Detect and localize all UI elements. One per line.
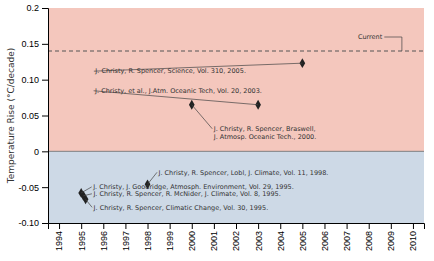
x-tick: 1998 [143, 223, 153, 251]
x-tick: 2006 [320, 223, 330, 251]
y-axis: -0.10 -0.05 0 0.05 0.10 0.15 0.2 [18, 3, 48, 228]
y-tick: 0.10 [21, 75, 48, 85]
y-tick: -0.10 [18, 218, 48, 228]
y-tick: 0.15 [21, 39, 48, 49]
x-tick-label: 2003 [253, 231, 263, 251]
y-tick-mark [42, 116, 48, 117]
x-tick-label: 2001 [209, 231, 219, 251]
positive-band [48, 8, 424, 151]
y-tick-mark [42, 151, 48, 152]
x-tick: 1995 [77, 223, 87, 251]
x-tick-label: 2009 [386, 231, 396, 251]
x-tick-label: 2000 [187, 231, 197, 251]
x-tick-label: 1997 [121, 231, 131, 251]
annotation: J. Christy, R. Spencer, Braswell,J. Atmo… [213, 125, 317, 140]
annotation-leader [192, 105, 213, 129]
annotation: J. Christy, R. Spencer, Lobl, J. Climate… [158, 169, 329, 177]
reference-line [48, 51, 424, 52]
x-tick: 2009 [386, 223, 396, 251]
y-axis-title: Temperature Rise (°C/decade) [6, 48, 16, 185]
annotation: J. Christy, et al., J.Atm. Oceanic Tech,… [94, 87, 262, 95]
y-tick-mark [42, 44, 48, 45]
annotation: J. Christy, R. Spencer, Science, Vol. 31… [94, 67, 246, 75]
x-tick: 2002 [231, 223, 241, 251]
zero-line [48, 151, 424, 152]
y-tick-label: 0 [34, 147, 39, 157]
x-tick-label: 1996 [99, 231, 109, 251]
x-tick: 2000 [187, 223, 197, 251]
annotation: J. Christy, R. Spencer, R. McNider, J. C… [92, 190, 280, 198]
x-tick: 2004 [276, 223, 286, 251]
negative-band [48, 151, 424, 223]
annotation-leader [83, 194, 92, 196]
x-tick: 1996 [99, 223, 109, 251]
y-tick-mark [42, 8, 48, 9]
x-tick-label: 2005 [298, 231, 308, 251]
x-tick-mark [324, 223, 325, 229]
y-tick-label: -0.10 [18, 218, 39, 228]
x-tick: 2001 [209, 223, 219, 251]
x-tick-label: 2004 [276, 231, 286, 251]
x-tick-label: 1995 [77, 231, 87, 251]
y-tick: 0.2 [26, 3, 48, 13]
x-tick-label: 2002 [231, 231, 241, 251]
annotations: J. Christy, R. Spencer, Science, Vol. 31… [81, 33, 402, 212]
x-tick-label: 1999 [165, 231, 175, 251]
y-tick: -0.05 [18, 183, 48, 193]
x-tick-mark [125, 223, 126, 229]
x-tick-mark [103, 223, 104, 229]
y-tick-mark [42, 80, 48, 81]
chart: 1994 1995 1996 1997 1998 1999 2000 2001 2002 2003… [0, 0, 434, 261]
x-tick-mark [59, 223, 60, 229]
x-tick-mark [391, 223, 392, 229]
y-tick-mark [42, 187, 48, 188]
x-tick-mark [413, 223, 414, 229]
annotation-leader [81, 187, 92, 193]
x-tick: 2005 [298, 223, 308, 251]
x-tick-mark [214, 223, 215, 229]
x-tick-mark [192, 223, 193, 229]
x-tick-label: 2008 [364, 231, 374, 251]
annotation-leader [86, 199, 93, 207]
x-tick: 2008 [364, 223, 374, 251]
x-tick: 2007 [342, 223, 352, 251]
y-tick-label: 0.10 [21, 75, 39, 85]
y-tick: 0 [34, 147, 48, 157]
marks [48, 8, 424, 223]
x-axis-line [49, 224, 425, 230]
x-tick-mark [347, 223, 348, 229]
plot: 1994 1995 1996 1997 1998 1999 2000 2001 2002 2003… [18, 3, 424, 251]
x-tick-label: 1994 [54, 231, 64, 251]
annotation: J. Christy, R. Spencer, Climatic Change,… [93, 204, 269, 212]
x-tick: 2003 [253, 223, 263, 251]
reference-leader [384, 37, 402, 51]
y-tick-label: 0.2 [26, 3, 39, 13]
y-axis-line [42, 9, 49, 224]
x-axis: 1994 1995 1996 1997 1998 1999 2000 2001 2002 2003… [49, 223, 425, 251]
x-tick-mark [170, 223, 171, 229]
y-tick-label: -0.05 [18, 183, 39, 193]
x-tick-label: 2006 [320, 231, 330, 251]
x-tick-mark [302, 223, 303, 229]
x-tick-mark [236, 223, 237, 229]
x-tick-label: 1998 [143, 231, 153, 251]
x-tick-label: 2007 [342, 231, 352, 251]
y-tick: 0.05 [21, 111, 48, 121]
x-tick-mark [280, 223, 281, 229]
x-tick-mark [369, 223, 370, 229]
x-tick: 1997 [121, 223, 131, 251]
x-tick-mark [258, 223, 259, 229]
x-tick: 1999 [165, 223, 175, 251]
y-tick-label: 0.05 [21, 111, 39, 121]
x-tick-mark [81, 223, 82, 229]
y-tick-mark [42, 223, 48, 224]
x-tick: 2010 [408, 223, 418, 251]
x-tick-label: 2010 [408, 231, 418, 251]
reference-label: Current [358, 33, 383, 41]
x-tick: 1994 [54, 223, 64, 251]
y-tick-label: 0.15 [21, 39, 39, 49]
x-tick-mark [148, 223, 149, 229]
